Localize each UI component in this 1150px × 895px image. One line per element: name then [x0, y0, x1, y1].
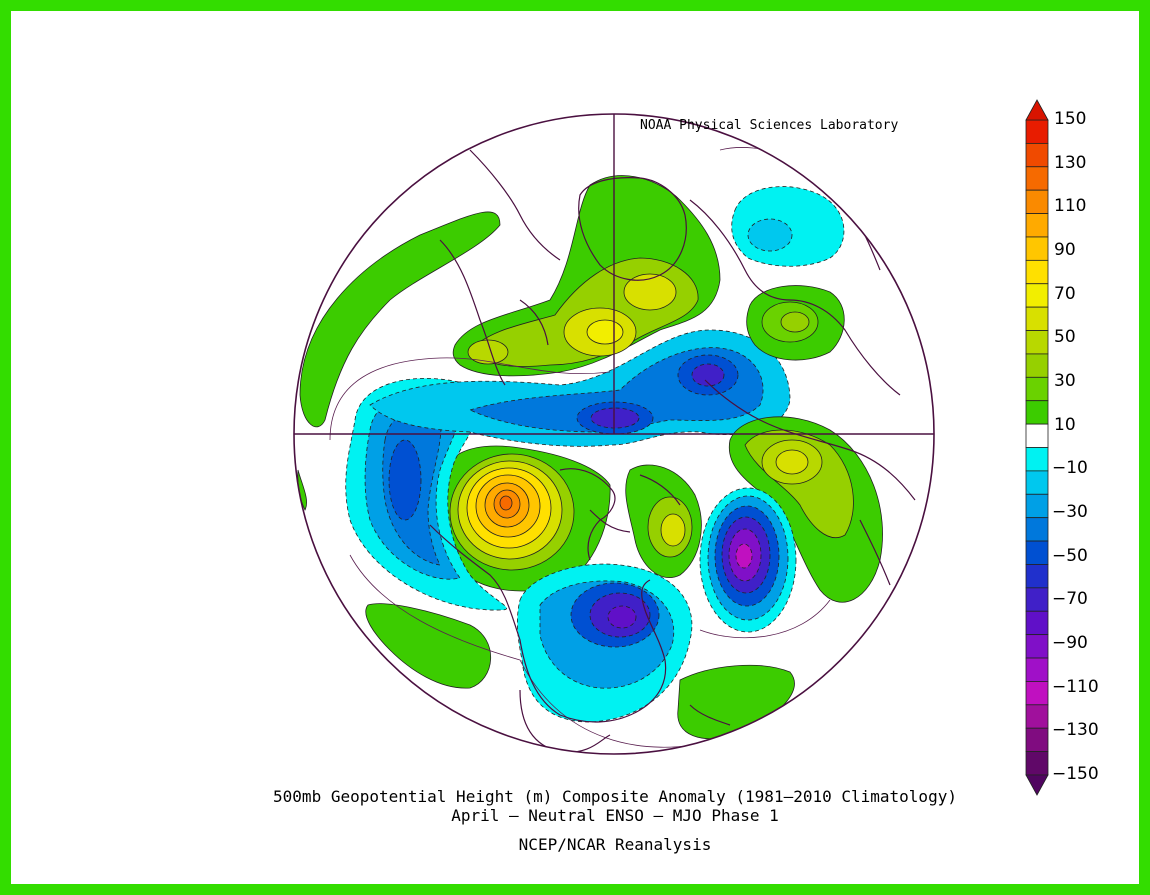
- colorbar-bin: [1025, 353, 1049, 378]
- colorbar-label: 30: [1054, 371, 1076, 391]
- anomaly-north-atlantic-trough: [699, 487, 797, 633]
- colorbar-bin: [1025, 751, 1049, 776]
- colorbar-label: 90: [1054, 240, 1076, 260]
- colorbar-bin: [1025, 470, 1049, 495]
- colorbar-bin: [1025, 189, 1049, 214]
- colorbar-bin: [1025, 681, 1049, 706]
- colorbar-bin: [1025, 330, 1049, 355]
- colorbar-bin: [1025, 423, 1049, 448]
- anomaly-north-pacific-trough: [345, 378, 507, 611]
- colorbar-label: 150: [1054, 109, 1087, 129]
- colorbar-bin: [1025, 564, 1049, 589]
- colorbar-label: −130: [1052, 720, 1099, 741]
- colorbar-label: −90: [1052, 633, 1088, 653]
- colorbar-arrow-top: [1025, 99, 1049, 121]
- colorbar-label: 130: [1054, 152, 1087, 173]
- colorbar-label: −30: [1052, 502, 1088, 522]
- colorbar-bin: [1025, 634, 1049, 659]
- map-boundary: [293, 113, 935, 755]
- anomaly-europe-ridge: [746, 285, 845, 361]
- colorbar-label: −50: [1052, 545, 1088, 566]
- colorbar-bin: [1025, 166, 1049, 191]
- colorbar: [1025, 99, 1049, 796]
- anomaly-subtropical-ridges: [297, 211, 795, 740]
- colorbar-bin: [1025, 704, 1049, 729]
- colorbar-bin: [1025, 540, 1049, 565]
- colorbar-bin: [1025, 119, 1049, 144]
- credit-bottom: NCEP/NCAR Reanalysis: [518, 835, 712, 854]
- anomaly-east-asia-ridge: [728, 416, 883, 603]
- colorbar-label: 50: [1054, 327, 1076, 348]
- colorbar-label: −10: [1052, 458, 1088, 479]
- colorbar-label: −150: [1052, 764, 1099, 784]
- anomaly-greenland-ridge: [452, 175, 721, 377]
- colorbar-bin: [1025, 283, 1049, 308]
- map-axes: [294, 114, 934, 435]
- colorbar-bin: [1025, 213, 1049, 238]
- colorbar-bin: [1025, 306, 1049, 331]
- colorbar-bin: [1025, 376, 1049, 402]
- colorbar-bin: [1025, 727, 1049, 753]
- colorbar-bin: [1025, 657, 1049, 682]
- colorbar-bin: [1025, 259, 1049, 285]
- anomaly-siberia-ridge: [625, 464, 702, 578]
- colorbar-bin: [1025, 493, 1049, 519]
- anomaly-arctic-siberian-trough: [369, 329, 791, 447]
- colorbar-label: 70: [1054, 283, 1076, 304]
- anomaly-eastern-us-trough: [516, 563, 693, 723]
- colorbar-bin: [1025, 587, 1049, 612]
- colorbar-bin: [1025, 142, 1049, 168]
- colorbar-arrow-bottom: [1025, 774, 1049, 796]
- title-line-1: 500mb Geopotential Height (m) Composite …: [273, 787, 957, 806]
- colorbar-label: 110: [1054, 196, 1087, 217]
- colorbar-bin: [1025, 517, 1049, 542]
- colorbar-bin: [1025, 610, 1049, 636]
- colorbar-bin: [1025, 447, 1049, 472]
- credit-top: NOAA Physical Sciences Laboratory: [640, 118, 899, 133]
- colorbar-label: −110: [1052, 676, 1099, 697]
- colorbar-bin: [1025, 236, 1049, 261]
- anomaly-northeast-pacific-ridge: [438, 445, 611, 592]
- colorbar-label: −70: [1052, 589, 1088, 610]
- title-line-2: April – Neutral ENSO – MJO Phase 1: [451, 806, 779, 825]
- colorbar-labels: 150 130 110 90 70 50 30 10 −10 −30 −50 −70 −90 −110 −1…: [1052, 0, 1122, 895]
- colorbar-bin: [1025, 400, 1049, 425]
- anomaly-north-africa-trough: [731, 186, 845, 267]
- colorbar-label: 10: [1054, 414, 1076, 435]
- title-block: 500mb Geopotential Height (m) Composite …: [225, 787, 1005, 854]
